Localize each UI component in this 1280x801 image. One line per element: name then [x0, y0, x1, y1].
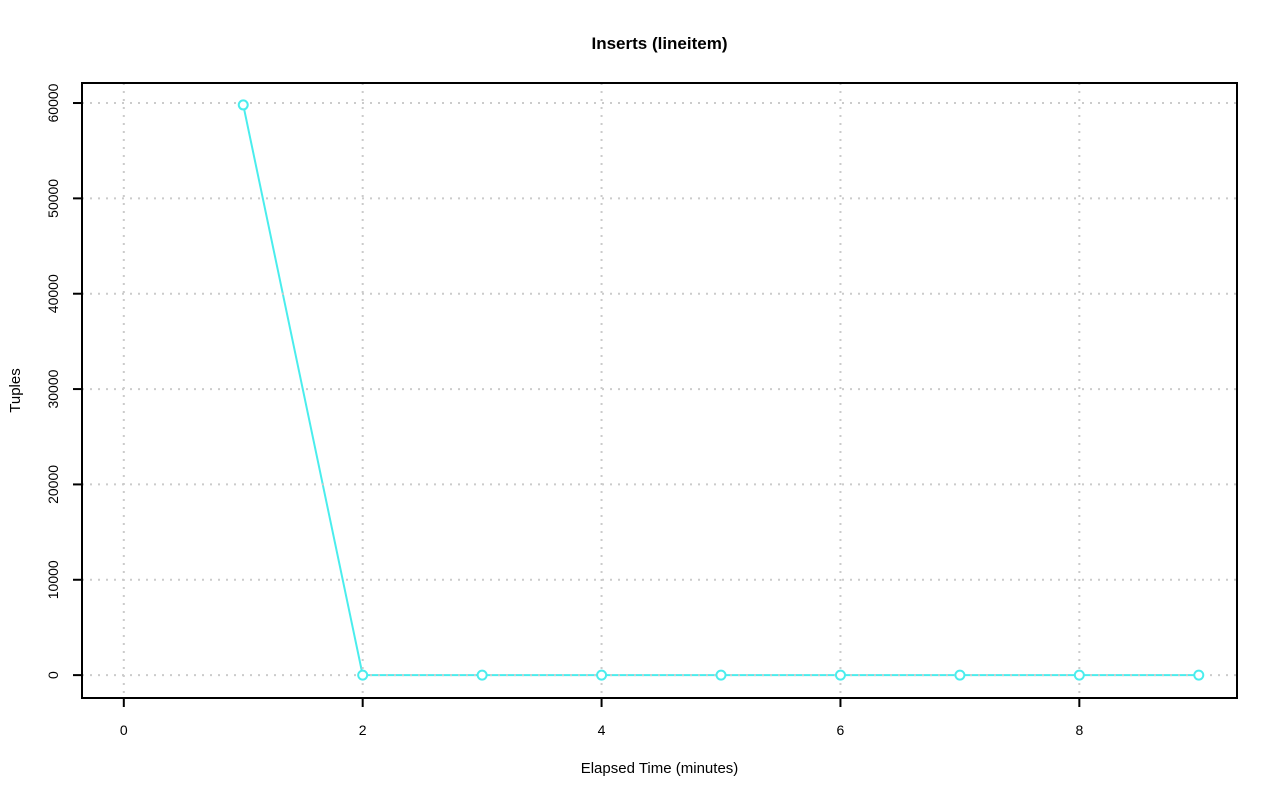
x-tick-label: 2 — [359, 722, 367, 738]
data-point — [834, 669, 846, 681]
data-point — [954, 669, 966, 681]
data-point — [357, 669, 369, 681]
y-tick-label: 60000 — [45, 83, 61, 122]
x-tick-label: 8 — [1075, 722, 1083, 738]
data-point — [476, 669, 488, 681]
axes: 0 2 4 6 8 0 10000 20000 30000 40000 50000 60000 — [45, 82, 1238, 738]
x-tick-label: 0 — [120, 722, 128, 738]
chart-title: Inserts (lineitem) — [591, 34, 727, 53]
y-tick-label: 30000 — [45, 369, 61, 408]
x-tick-label: 4 — [598, 722, 606, 738]
data-point — [1193, 669, 1205, 681]
data-point — [237, 99, 249, 111]
static-labels: Inserts (lineitem) Elapsed Time (minutes… — [7, 34, 738, 777]
y-tick-label: 40000 — [45, 274, 61, 313]
y-tick-label: 20000 — [45, 465, 61, 504]
y-tick-label: 50000 — [45, 179, 61, 218]
data-point — [596, 669, 608, 681]
data-points — [237, 99, 1205, 681]
plot-box — [81, 82, 1238, 699]
data-point — [1073, 669, 1085, 681]
gridlines — [82, 83, 1237, 698]
x-axis-label: Elapsed Time (minutes) — [581, 760, 739, 777]
x-tick-label: 6 — [837, 722, 845, 738]
y-tick-label: 10000 — [45, 560, 61, 599]
y-axis-label: Tuples — [7, 368, 24, 412]
data-point — [715, 669, 727, 681]
y-tick-label: 0 — [45, 671, 61, 679]
